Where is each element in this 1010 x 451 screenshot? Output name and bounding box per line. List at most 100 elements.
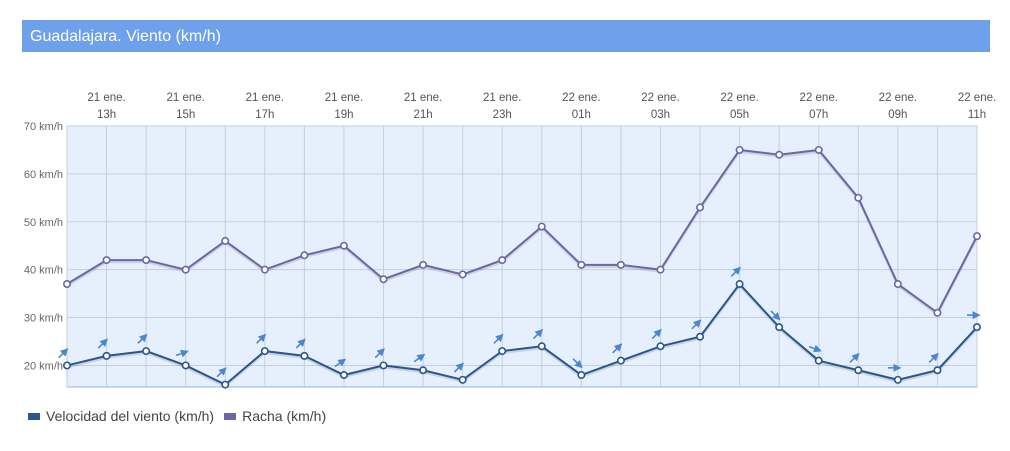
wind-point — [260, 347, 269, 356]
wind-point — [814, 356, 823, 365]
wind-direction-arrow — [453, 362, 465, 373]
gust-point — [498, 256, 507, 265]
gust-point — [972, 232, 981, 241]
x-tick-date: 22 ene. — [641, 92, 679, 104]
wind-direction-arrow — [334, 358, 347, 368]
wind-series-shadow — [66, 284, 978, 388]
x-tick-date: 21 ene. — [167, 92, 205, 104]
wind-point — [656, 342, 665, 351]
gust-point — [577, 260, 586, 269]
wind-point — [62, 361, 71, 370]
y-tick-label: 20 km/h — [24, 360, 63, 372]
wind-point — [893, 375, 902, 384]
gust-point — [102, 256, 111, 265]
wind-direction-arrow — [612, 343, 623, 354]
legend-item-wind[interactable]: Velocidad del viento (km/h) — [28, 408, 214, 424]
wind-point — [102, 351, 111, 360]
wind-point — [221, 380, 230, 389]
wind-point — [339, 371, 348, 380]
legend-swatch-wind — [28, 412, 40, 420]
legend-label-gust: Racha (km/h) — [242, 408, 327, 424]
chart-title-bar: Guadalajara. Viento (km/h) — [22, 20, 990, 52]
wind-direction-arrow — [256, 333, 267, 344]
gust-point — [181, 265, 190, 274]
legend-swatch-gust — [224, 412, 237, 420]
wind-direction-arrow — [295, 338, 306, 349]
y-tick-label: 30 km/h — [24, 313, 63, 325]
gust-point — [537, 222, 546, 231]
wind-direction-arrow — [374, 348, 385, 359]
wind-direction-arrow — [58, 348, 69, 359]
wind-direction-arrow — [770, 310, 781, 321]
x-tick-hour: 13h — [97, 109, 116, 121]
wind-point — [854, 366, 863, 375]
wind-point — [537, 342, 546, 351]
x-tick-hour: 17h — [255, 109, 274, 121]
wind-point — [972, 323, 981, 332]
wind-direction-arrow — [216, 367, 227, 378]
x-tick-hour: 21h — [413, 109, 432, 121]
wind-direction-arrow — [413, 353, 426, 363]
gust-point — [300, 251, 309, 260]
x-tick-date: 22 ene. — [958, 92, 996, 104]
y-tick-label: 40 km/h — [24, 265, 63, 277]
x-tick-date: 21 ene. — [404, 92, 442, 104]
wind-direction-arrow — [651, 328, 662, 340]
gust-point — [696, 203, 705, 212]
y-tick-label: 70 km/h — [24, 121, 63, 133]
wind-point — [577, 371, 586, 380]
y-tick-label: 50 km/h — [24, 217, 63, 229]
gust-series-shadow — [66, 150, 978, 317]
x-tick-hour: 15h — [176, 109, 195, 121]
plot-area — [66, 125, 978, 388]
x-tick-date: 22 ene. — [879, 92, 917, 104]
wind-series-line — [66, 282, 978, 386]
wind-point — [379, 361, 388, 370]
gust-series-line — [66, 148, 978, 315]
x-tick-date: 22 ene. — [562, 92, 600, 104]
x-tick-date: 22 ene. — [720, 92, 758, 104]
x-tick-date: 21 ene. — [87, 92, 125, 104]
wind-point — [300, 351, 309, 360]
wind-point — [775, 323, 784, 332]
gust-point — [221, 236, 230, 245]
x-tick-hour: 23h — [493, 109, 512, 121]
x-tick-hour: 05h — [730, 109, 749, 121]
gust-point — [379, 275, 388, 284]
x-tick-hour: 03h — [651, 109, 670, 121]
wind-point — [142, 347, 151, 356]
legend-item-gust[interactable]: Racha (km/h) — [224, 408, 326, 424]
wind-point — [498, 347, 507, 356]
gust-point — [854, 193, 863, 202]
chart-legend: Velocidad del viento (km/h) Racha (km/h) — [28, 408, 336, 424]
wind-direction-arrow — [849, 352, 860, 364]
gust-point — [142, 256, 151, 265]
gust-point — [419, 260, 428, 269]
wind-direction-arrow — [493, 333, 504, 344]
wind-point — [458, 375, 467, 384]
x-tick-date: 21 ene. — [325, 92, 363, 104]
wind-direction-arrow — [808, 344, 822, 353]
wind-direction-arrow — [572, 358, 583, 369]
wind-point — [696, 332, 705, 341]
wind-direction-arrow — [691, 319, 702, 330]
wind-point — [933, 366, 942, 375]
wind-direction-arrow — [175, 349, 189, 358]
wind-direction-arrow — [97, 338, 108, 349]
wind-direction-arrow — [730, 266, 741, 277]
x-tick-hour: 01h — [572, 109, 591, 121]
chart-title: Guadalajara. Viento (km/h) — [30, 28, 221, 45]
gust-point — [616, 260, 625, 269]
gust-point — [339, 241, 348, 250]
wind-point — [181, 361, 190, 370]
gust-point — [62, 280, 71, 289]
gust-point — [814, 145, 823, 154]
gust-point — [656, 265, 665, 274]
x-tick-hour: 07h — [809, 109, 828, 121]
wind-point — [735, 280, 744, 289]
wind-direction-arrow — [137, 333, 148, 344]
wind-point — [616, 356, 625, 365]
x-tick-date: 21 ene. — [246, 92, 284, 104]
y-tick-label: 60 km/h — [24, 169, 63, 181]
